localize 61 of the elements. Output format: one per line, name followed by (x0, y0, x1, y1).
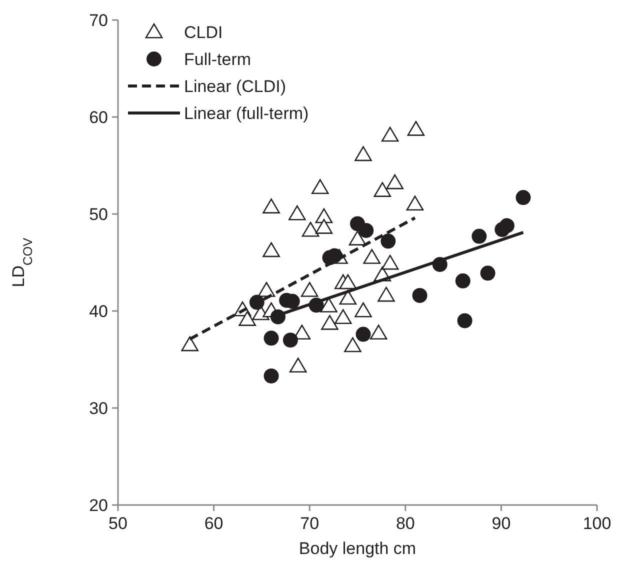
point (238, 311, 256, 326)
point (311, 179, 329, 194)
x-tick-label: 60 (204, 514, 224, 533)
point (339, 290, 357, 305)
y-tick-label: 20 (89, 496, 108, 515)
point (289, 358, 307, 373)
point (480, 266, 496, 281)
point (370, 324, 388, 340)
point (380, 234, 396, 249)
point (374, 182, 392, 197)
x-tick-label: 100 (582, 514, 612, 533)
x-tick-label: 50 (108, 514, 128, 533)
point (406, 196, 424, 211)
y-tick-label: 60 (89, 108, 108, 127)
x-tick-label: 80 (396, 514, 415, 533)
point (315, 218, 333, 234)
point (354, 302, 372, 318)
point (344, 337, 362, 352)
point (262, 242, 280, 258)
x-tick-label: 90 (492, 514, 511, 533)
point (320, 298, 338, 312)
point (262, 198, 280, 214)
point (339, 274, 357, 290)
y-tick-label: 40 (89, 302, 108, 321)
point (354, 146, 372, 162)
point (327, 248, 342, 264)
point (264, 368, 279, 384)
point (356, 326, 371, 342)
point (381, 254, 399, 270)
point (258, 282, 276, 297)
point (358, 222, 374, 238)
x-axis-title: Body length cm (298, 539, 416, 558)
point (288, 205, 306, 220)
point (300, 282, 318, 297)
legend-label: Full-term (184, 50, 252, 69)
point (321, 314, 338, 330)
point (264, 330, 279, 346)
point (381, 126, 399, 142)
point (472, 228, 487, 244)
point (302, 222, 320, 237)
point (516, 190, 531, 206)
point (315, 208, 333, 224)
point (348, 230, 366, 246)
point (407, 120, 425, 136)
point (457, 313, 472, 328)
legend-label: Linear (full-term) (184, 104, 309, 123)
point (363, 249, 381, 264)
point (378, 286, 395, 302)
point (334, 309, 352, 324)
legend-label: Linear (CLDI) (184, 76, 286, 96)
point (412, 288, 428, 303)
point (282, 332, 298, 348)
legend-label: CLDI (184, 22, 223, 42)
point (386, 174, 404, 190)
y-tick-label: 70 (89, 10, 108, 30)
point (455, 273, 470, 288)
point (181, 336, 198, 352)
y-tick-label: 30 (89, 398, 108, 418)
x-tick-label: 70 (300, 514, 320, 533)
y-tick-label: 50 (89, 204, 108, 224)
point (499, 218, 514, 234)
